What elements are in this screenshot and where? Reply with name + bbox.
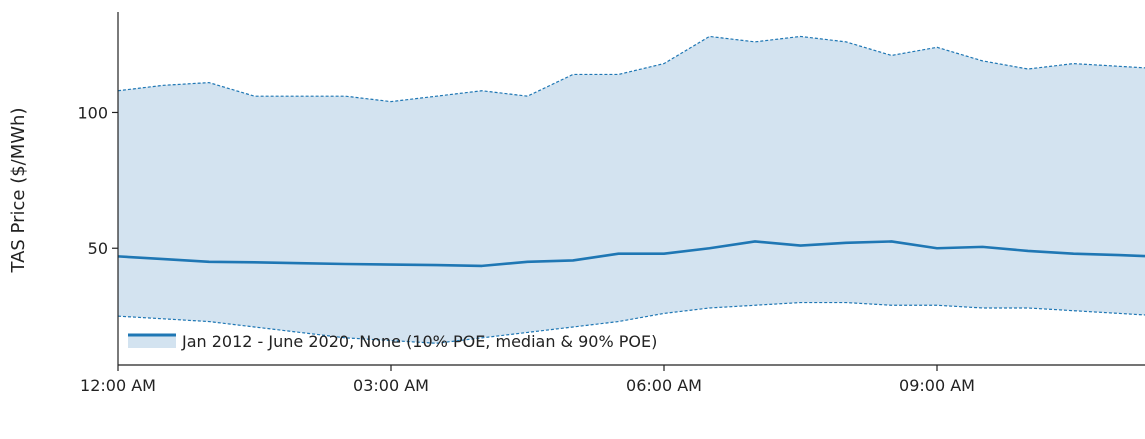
lower-10-poe-line bbox=[117, 301, 1145, 344]
x-tick-label: 12:00 AM bbox=[80, 376, 156, 395]
x-tick-label: 03:00 AM bbox=[353, 376, 429, 395]
legend: Jan 2012 - June 2020, None (10% POE, med… bbox=[128, 332, 657, 351]
median-line bbox=[117, 240, 1145, 268]
y-axis-title: TAS Price ($/MWh) bbox=[8, 108, 29, 274]
plot-area bbox=[117, 35, 1145, 344]
x-tick-label: 06:00 AM bbox=[626, 376, 702, 395]
poe-band-area bbox=[118, 36, 1145, 344]
legend-label: Jan 2012 - June 2020, None (10% POE, med… bbox=[181, 332, 657, 351]
legend-band-swatch bbox=[128, 335, 176, 348]
y-tick-label: 50 bbox=[88, 239, 108, 258]
x-tick-label: 09:00 AM bbox=[899, 376, 975, 395]
y-axis-ticks: 50 100 bbox=[77, 103, 118, 258]
y-tick-label: 100 bbox=[77, 103, 108, 122]
